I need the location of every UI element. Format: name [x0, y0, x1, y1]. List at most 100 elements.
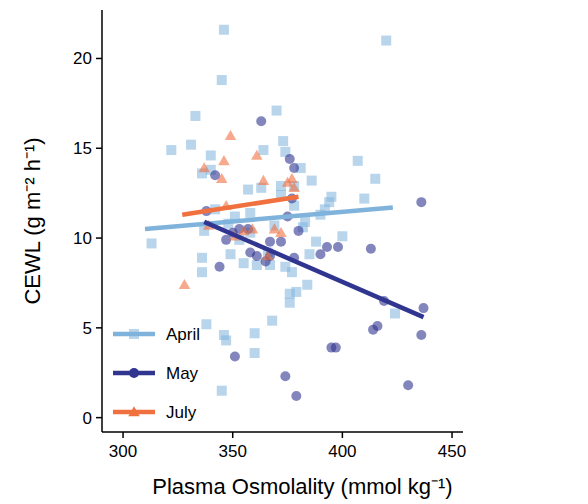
point: [250, 348, 260, 358]
point: [272, 106, 282, 116]
point: [372, 321, 382, 331]
legend-label: May: [166, 364, 199, 383]
point: [322, 242, 332, 252]
point: [276, 237, 286, 247]
y-tick: [96, 417, 102, 419]
point: [166, 145, 176, 155]
point: [291, 391, 301, 401]
point: [333, 242, 343, 252]
point: [366, 244, 376, 254]
point: [326, 192, 336, 202]
y-tick-label: 5: [83, 319, 92, 338]
point: [307, 176, 317, 186]
point: [419, 303, 429, 313]
point: [288, 182, 300, 192]
point: [294, 226, 304, 236]
point: [239, 258, 249, 268]
point: [289, 163, 299, 173]
y-tick-label: 15: [73, 139, 92, 158]
point: [278, 136, 288, 146]
legend-label: April: [166, 325, 200, 344]
point: [267, 316, 277, 326]
point: [304, 249, 314, 259]
x-tick: [451, 432, 453, 438]
legend: April May July: [113, 325, 200, 422]
point: [416, 330, 426, 340]
point: [359, 194, 369, 204]
y-tick-label: 0: [83, 409, 92, 428]
point: [285, 154, 295, 164]
y-axis-title: CEWL (g m⁻² h⁻¹): [20, 137, 45, 304]
y-tick: [96, 58, 102, 60]
point: [403, 380, 413, 390]
point: [186, 140, 196, 150]
point: [285, 298, 295, 308]
trend-line: [145, 208, 393, 230]
point: [252, 260, 262, 270]
point: [219, 25, 229, 35]
point: [265, 237, 275, 247]
x-tick: [342, 432, 344, 438]
point: [269, 223, 281, 233]
x-axis-title: Plasma Osmolality (mmol kg⁻¹): [152, 474, 452, 499]
plot-area: [145, 25, 429, 401]
point: [337, 231, 347, 241]
y-tick-label: 10: [73, 229, 92, 248]
point: [287, 267, 297, 277]
y-tick: [96, 148, 102, 150]
point: [416, 197, 426, 207]
x-tick-label: 400: [328, 442, 356, 461]
y-tick: [96, 327, 102, 329]
point: [179, 279, 191, 289]
x-axis: [102, 431, 463, 433]
legend-label: July: [166, 403, 197, 422]
point: [258, 145, 268, 155]
x-tick-label: 300: [109, 442, 137, 461]
point: [190, 111, 200, 121]
point: [218, 155, 230, 165]
point: [147, 238, 157, 248]
point: [217, 75, 227, 85]
point: [243, 185, 253, 195]
point: [197, 267, 207, 277]
point: [247, 223, 259, 233]
point: [291, 287, 301, 297]
point: [197, 253, 207, 263]
legend-marker: [129, 329, 139, 339]
point: [201, 319, 211, 329]
point: [226, 249, 236, 259]
point: [250, 328, 260, 338]
point: [280, 371, 290, 381]
point: [256, 116, 266, 126]
point: [221, 335, 231, 345]
point: [353, 156, 363, 166]
point: [252, 251, 262, 261]
x-tick-label: 450: [438, 442, 466, 461]
point: [206, 150, 216, 160]
chart: 05101520300350400450Plasma Osmolality (m…: [0, 0, 588, 504]
point: [381, 36, 391, 46]
point: [390, 308, 400, 318]
point: [331, 343, 341, 353]
y-tick: [96, 237, 102, 239]
point: [245, 208, 255, 218]
point: [370, 174, 380, 184]
point: [216, 173, 228, 183]
point: [215, 262, 225, 272]
trend-line: [182, 197, 298, 215]
trend-line: [204, 222, 423, 317]
point: [286, 173, 298, 183]
point: [225, 130, 237, 140]
point: [230, 352, 240, 362]
legend-marker: [128, 406, 140, 416]
point: [258, 175, 270, 185]
point: [217, 386, 227, 396]
point: [251, 150, 262, 160]
x-tick-label: 350: [219, 442, 247, 461]
point: [198, 162, 210, 172]
legend-marker: [129, 368, 139, 378]
x-tick: [232, 432, 234, 438]
point: [311, 237, 321, 247]
y-axis: [101, 10, 103, 432]
point: [238, 225, 250, 235]
